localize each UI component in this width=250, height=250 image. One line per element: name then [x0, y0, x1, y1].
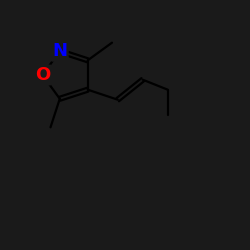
- Text: N: N: [52, 42, 67, 60]
- Text: O: O: [35, 66, 50, 84]
